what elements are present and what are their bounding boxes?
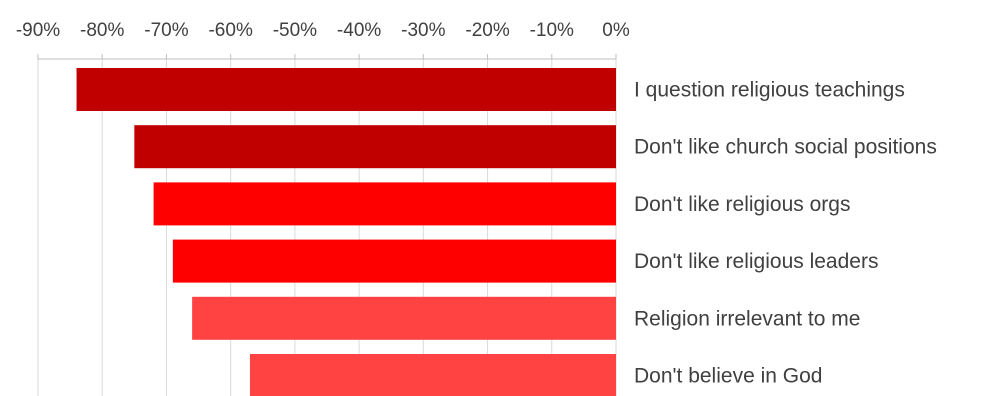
bar [249, 354, 616, 396]
bar [76, 68, 617, 111]
bar [192, 296, 616, 340]
category-label: Religion irrelevant to me [634, 307, 860, 330]
x-tick-label: -30% [401, 20, 445, 41]
category-label: Don't like church social positions [634, 136, 937, 159]
x-tick-label: -90% [16, 20, 60, 41]
category-labels: I question religious teachings Don't like… [634, 79, 937, 388]
x-tick-label: -70% [144, 20, 188, 41]
category-label: Don't like religious orgs [634, 193, 850, 216]
x-tick-label: -20% [465, 20, 509, 41]
bars [76, 68, 617, 396]
x-tick-label: 0% [602, 20, 630, 41]
x-tick-label: -40% [337, 20, 381, 41]
category-label: Don't like religious leaders [634, 250, 878, 273]
category-label: I question religious teachings [634, 79, 905, 102]
category-label: Don't believe in God [634, 365, 822, 388]
x-tick-label: -80% [80, 20, 124, 41]
bar [153, 182, 616, 226]
gridlines [37, 59, 617, 396]
x-tick-label: -50% [273, 20, 317, 41]
x-tick-label: -60% [208, 20, 252, 41]
bar [172, 239, 616, 283]
x-tick-label: -10% [530, 20, 574, 41]
bar [134, 125, 617, 169]
x-axis: -90% -80% -70% -60% -50% -40% -30% -20% -10% 0% [16, 20, 630, 60]
